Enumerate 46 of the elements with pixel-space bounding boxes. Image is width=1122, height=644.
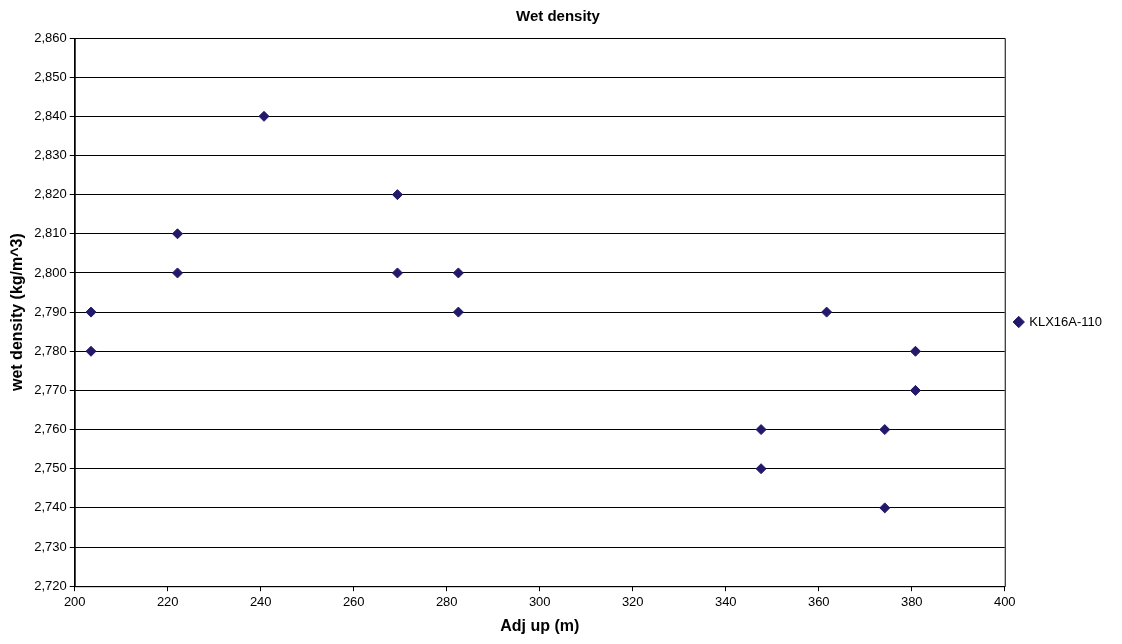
point [755,424,767,436]
y-tick-label: 2,730 [34,538,67,554]
y-tick-label: 2,760 [34,421,67,437]
y-tick-label: 2,860 [34,29,67,45]
point [879,502,891,514]
y-tick-label: 2,780 [34,342,67,358]
x-tick-label: 200 [63,593,86,609]
x-tick-label: 400 [993,593,1016,609]
point [172,267,183,279]
x-tick-label: 240 [249,593,272,609]
point [85,306,97,318]
x-tick-label: 260 [342,593,365,609]
y-tick-label: 2,850 [34,68,67,84]
point [821,306,833,318]
x-tick-label: 220 [156,593,179,609]
y-tick-label: 2,720 [34,577,67,593]
point [909,345,921,357]
x-tick-label: 300 [528,593,551,609]
x-tick-label: 340 [714,593,737,609]
y-tick-label: 2,790 [34,303,67,319]
point [85,345,97,357]
x-tick-label: 360 [807,593,830,609]
y-tick-label: 2,750 [34,460,67,476]
point [391,189,403,201]
point [452,306,464,318]
point [172,228,183,240]
legend-label: KLX16A-110 [1029,313,1103,329]
point [909,384,921,396]
y-tick-label: 2,800 [34,264,67,280]
point [452,267,464,279]
point [391,267,403,279]
point [755,463,767,475]
y-tick-label: 2,820 [34,186,67,202]
y-tick-label: 2,770 [34,381,67,397]
y-tick-label: 2,740 [34,499,67,515]
x-tick-label: 280 [435,593,458,609]
point [879,424,891,436]
x-tick-label: 380 [900,593,923,609]
chart-title: Wet density [516,7,601,25]
y-tick-label: 2,810 [34,225,67,241]
x-axis-title: Adj up (m) [500,616,580,634]
y-tick-label: 2,830 [34,147,67,163]
y-axis-title: wet density (kg/m^3) [8,233,26,393]
y-tick-label: 2,840 [34,107,67,123]
x-tick-label: 320 [621,593,644,609]
point [258,110,270,122]
